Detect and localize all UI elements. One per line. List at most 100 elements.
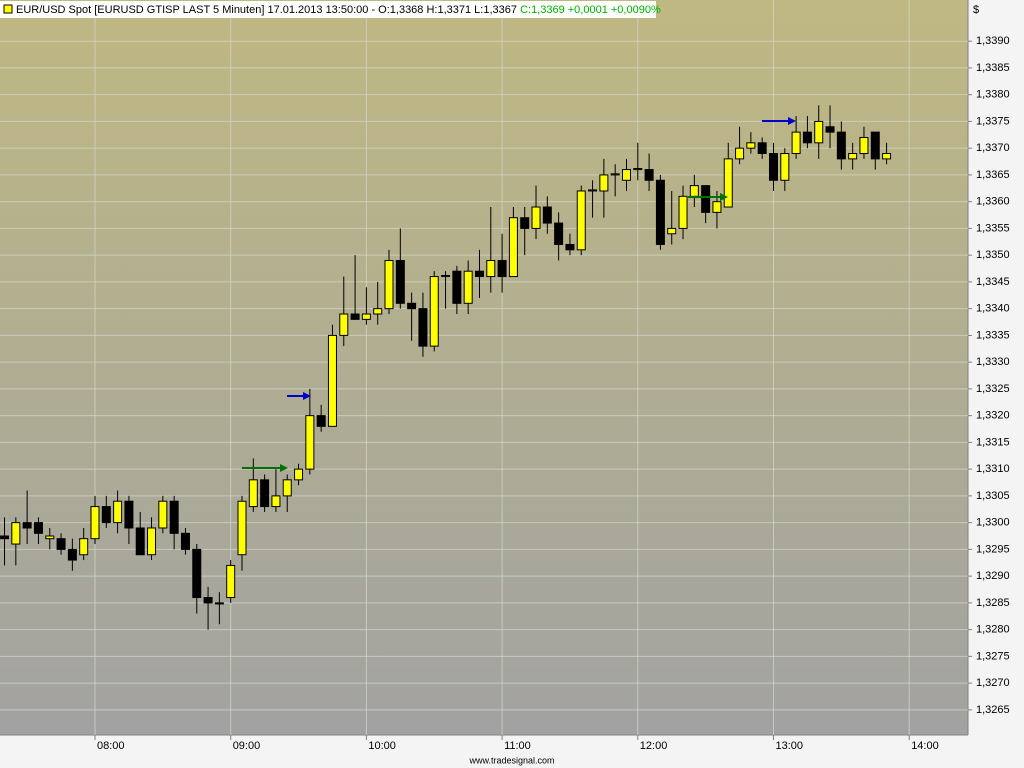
candle-body [791,131,801,155]
y-tick-label: 1,3360 [976,196,1010,208]
candle-body [667,227,677,235]
candle-body [90,506,100,540]
candle-body [870,131,880,160]
candle-body [248,479,258,508]
title-icon [3,4,13,14]
candle-body [655,179,665,245]
y-tick-label: 1,3330 [976,356,1010,368]
candle-body [135,527,145,556]
y-tick-label: 1,3350 [976,249,1010,261]
candle-body [0,535,10,540]
candle-body [802,131,812,144]
candle-body [22,522,32,529]
y-tick-label: 1,3265 [976,704,1010,716]
y-tick-label: 1,3345 [976,276,1010,288]
x-tick-label: 10:00 [368,740,396,752]
candle-body [520,217,530,229]
candle-body [282,479,292,497]
candle-body [260,479,270,508]
y-tick-label: 1,3380 [976,89,1010,101]
arrow-head [788,117,796,125]
y-tick-label: 1,3385 [976,62,1010,74]
candle-body [531,206,541,229]
y-tick-label: 1,3275 [976,650,1010,662]
candle-body [180,532,190,550]
candles [0,105,892,630]
candle-body [441,274,451,278]
candle-body [599,174,609,192]
y-tick-label: 1,3285 [976,597,1010,609]
candle-body [746,142,756,149]
candle-body [169,500,179,534]
arrow-head [280,464,288,472]
candle-body [11,522,21,545]
y-tick-label: 1,3340 [976,303,1010,315]
candle-body [848,153,858,160]
x-tick-label: 13:00 [775,740,803,752]
y-axis-panel [968,0,1024,735]
candle-body [407,302,417,310]
y-tick-label: 1,3270 [976,677,1010,689]
y-tick-label: 1,3325 [976,383,1010,395]
candle-body [113,500,123,524]
y-tick-label: 1,3320 [976,410,1010,422]
y-tick-label: 1,3290 [976,570,1010,582]
candle-body [565,243,575,251]
candle-body [226,564,236,599]
candle-body [327,334,337,427]
candle-body [350,313,360,320]
candle-body [56,538,66,550]
candle-body [768,153,778,181]
plot-area [0,0,968,735]
candle-body [452,270,462,304]
candle-body [339,313,349,336]
candle-body [723,158,733,208]
candle-body [644,169,654,181]
arrow-head [720,193,728,201]
candle-body [712,201,722,213]
candle-body [497,260,507,278]
candle-body [373,308,383,315]
candle-body [678,195,688,229]
x-tick-label: 09:00 [233,740,261,752]
candle-body [825,126,835,133]
y-tick-label: 1,3370 [976,142,1010,154]
candle-body [554,222,564,245]
candle-body [588,189,598,192]
title-change: C:1,3369 +0,0001 +0,0090% [520,4,661,16]
y-axis-label: $ [973,4,979,16]
candle-body [780,153,790,181]
y-tick-label: 1,3315 [976,436,1010,448]
y-tick-label: 1,3300 [976,517,1010,529]
y-tick-label: 1,3375 [976,115,1010,127]
candle-body [576,190,586,251]
source: www.tradesignal.com [468,755,554,765]
x-tick-label: 14:00 [911,740,939,752]
arrow-head [303,392,311,400]
y-tick-label: 1,3365 [976,169,1010,181]
candle-body [101,506,111,524]
x-axis-panel [0,735,1024,768]
candle-body [429,276,439,347]
candle-body [147,527,157,556]
candle-body [305,415,315,470]
candle-body [735,147,745,160]
chart-title: EUR/USD Spot [EURUSD GTISP LAST 5 Minute… [16,4,661,16]
signal-arrows [242,117,796,472]
y-tick-label: 1,3295 [976,543,1010,555]
candle-body [836,131,846,160]
y-tick-label: 1,3355 [976,222,1010,234]
candle-body [316,415,326,427]
candle-body [237,500,247,556]
candle-body [463,270,473,304]
y-tick-label: 1,3310 [976,463,1010,475]
candle-body [395,260,405,304]
y-tick-label: 1,3335 [976,329,1010,341]
candle-body [610,173,620,176]
candle-body [33,522,43,534]
candle-body [45,535,55,540]
candle-body [271,495,281,508]
y-tick-label: 1,3280 [976,624,1010,636]
title-box [0,1,656,18]
